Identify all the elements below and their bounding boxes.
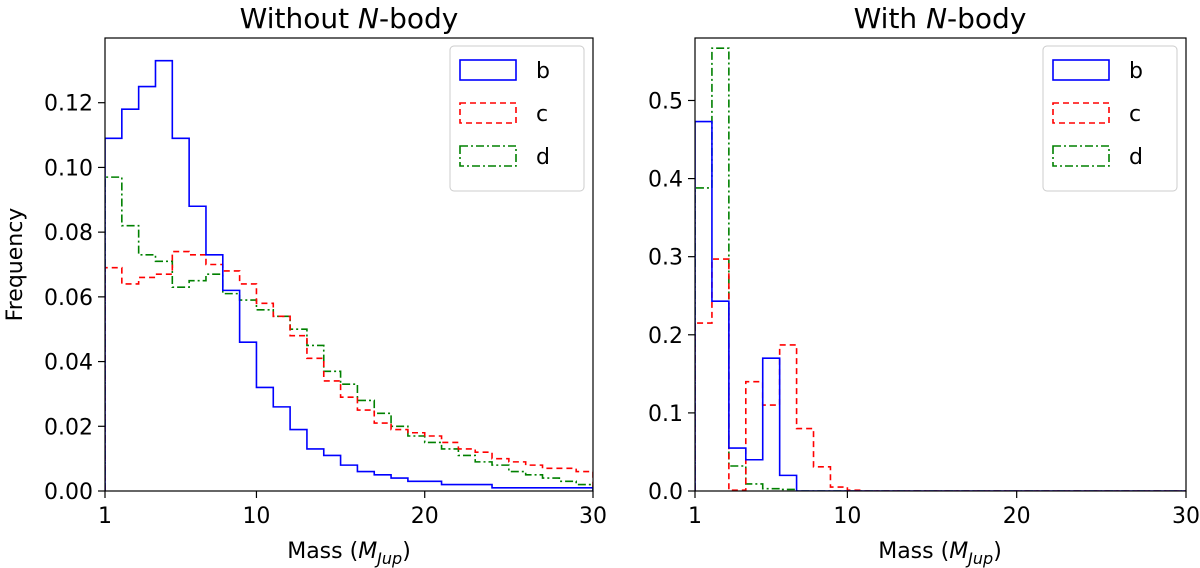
y-tick-label: 0.10: [44, 156, 93, 181]
x-label-part: Mass (: [878, 539, 949, 564]
x-tick-label: 30: [579, 504, 607, 529]
legend-label: c: [536, 102, 548, 127]
legend-label: d: [536, 145, 550, 170]
x-tick-label: 20: [411, 504, 439, 529]
x-tick-label: 1: [688, 504, 702, 529]
x-label-part: Jup: [965, 549, 993, 568]
y-tick-label: 0.02: [44, 415, 93, 440]
y-tick-label: 0.04: [44, 351, 93, 376]
y-tick-label: 0.2: [648, 324, 683, 349]
title-part: N: [358, 2, 379, 35]
legend-swatch-b: [1052, 59, 1110, 81]
x-tick-label: 10: [242, 504, 270, 529]
title-part: N: [926, 2, 947, 35]
x-tick-label: 1: [98, 504, 112, 529]
y-tick-label: 0.0: [648, 480, 683, 505]
x-axis-label: Mass (MJup): [878, 539, 1002, 568]
x-label-part: ): [402, 539, 411, 564]
legend-swatch-b: [459, 59, 517, 81]
legend-label: b: [536, 59, 550, 84]
y-tick-label: 0.5: [648, 89, 683, 114]
panel-2: With N-body 1 10 20 30 0.0 0.1 0.2 0.3 0.4 0.5 Mass…: [648, 2, 1200, 568]
y-tick-label: 0.08: [44, 221, 93, 246]
x-label-part: Jup: [374, 549, 402, 568]
x-tick-label: 30: [1172, 504, 1200, 529]
y-tick-label: 0.4: [648, 168, 683, 193]
x-label-part: ): [993, 539, 1002, 564]
x-axis-label: Mass (MJup): [287, 539, 411, 568]
x-label-part: M: [358, 539, 377, 564]
legend-swatch-c: [1052, 102, 1110, 124]
y-tick-label: 0.00: [44, 480, 93, 505]
histogram-series-c: [105, 250, 593, 491]
x-tick-label: 20: [1003, 504, 1031, 529]
y-tick-label: 0.3: [648, 246, 683, 271]
y-tick-label: 0.12: [44, 92, 93, 117]
legend-label: c: [1129, 102, 1141, 127]
chart-title: Without N-body: [240, 2, 459, 35]
legend-swatch-d: [459, 145, 517, 167]
histogram-series-b: [105, 59, 593, 491]
legend-label: d: [1129, 145, 1143, 170]
histogram-series-b: [695, 120, 1186, 491]
legend-label: b: [1129, 59, 1143, 84]
legend: bcd: [449, 45, 585, 192]
title-part: Without: [240, 2, 358, 35]
title-part: With: [854, 2, 926, 35]
legend-frame: [449, 45, 585, 192]
legend-swatch-d: [1052, 145, 1110, 167]
histogram-series-c: [695, 258, 1186, 491]
y-axis-label: Frequency: [3, 208, 28, 322]
plot-frame: [104, 37, 594, 492]
panel-1: Without N-body 1 10 20 30 0.00 0.02 0.04 0.06 0.0…: [3, 2, 607, 568]
histogram-series-d: [105, 176, 593, 491]
title-part: -body: [379, 2, 458, 35]
title-part: -body: [947, 2, 1026, 35]
legend: bcd: [1042, 45, 1178, 192]
x-label-part: Mass (: [287, 539, 358, 564]
x-tick-label: 10: [833, 504, 861, 529]
plot-frame: [694, 37, 1187, 492]
chart-title: With N-body: [854, 2, 1027, 35]
x-label-part: M: [949, 539, 968, 564]
y-tick-label: 0.06: [44, 286, 93, 311]
legend-frame: [1042, 45, 1178, 192]
y-tick-label: 0.1: [648, 402, 683, 427]
legend-swatch-c: [459, 102, 517, 124]
